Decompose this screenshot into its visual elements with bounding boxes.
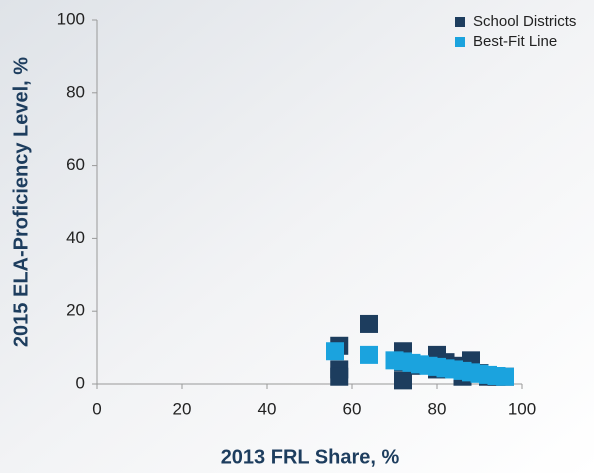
y-axis-title: 2015 ELA-Proficiency Level, % [10,57,32,347]
x-tick-label: 80 [428,399,447,418]
legend-label: Best-Fit Line [473,33,557,50]
point [360,314,378,333]
x-tick-label: 0 [92,399,101,418]
point [394,371,412,390]
legend-swatch [455,17,465,27]
y-tick-label: 60 [66,155,85,174]
y-tick-label: 20 [66,301,85,320]
y-tick-label: 0 [76,373,85,392]
legend-label: School Districts [473,13,576,30]
x-axis-title: 2013 FRL Share, % [221,446,400,468]
x-tick-label: 40 [258,399,277,418]
point [496,367,514,386]
point [360,345,378,364]
y-tick-label: 80 [66,82,85,101]
point [330,367,349,386]
y-tick-label: 40 [66,228,85,247]
x-tick-label: 60 [343,399,362,418]
x-tick-label: 100 [508,399,536,418]
point [326,342,344,361]
x-tick-label: 20 [173,399,192,418]
legend-swatch [455,37,465,47]
y-tick-label: 100 [57,9,85,28]
